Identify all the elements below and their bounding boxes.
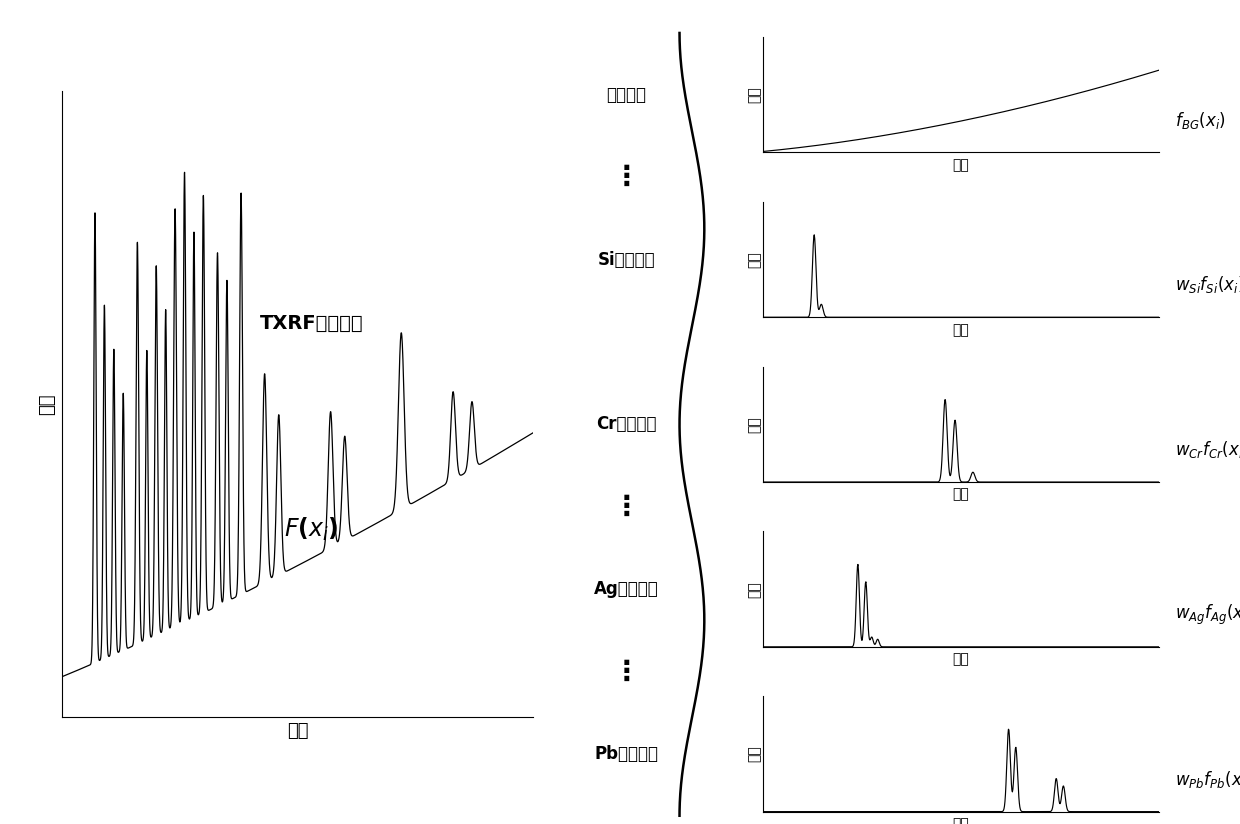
Y-axis label: 计数: 计数 [748, 87, 761, 103]
Text: $\mathbf{\mathit{w}}_{\mathbf{\mathit{Ag}}}\mathbf{\mathit{f}}_{\mathbf{\mathit{: $\mathbf{\mathit{w}}_{\mathbf{\mathit{Ag… [1176, 602, 1240, 626]
Y-axis label: 计数: 计数 [748, 581, 761, 597]
Text: $\mathbf{\mathit{w}}_{\mathbf{\mathit{Cr}}}\mathbf{\mathit{f}}_{\mathbf{\mathit{: $\mathbf{\mathit{w}}_{\mathbf{\mathit{Cr… [1176, 439, 1240, 461]
Y-axis label: 计数: 计数 [38, 393, 57, 414]
Text: $\mathbf{\mathit{f}}_{\mathbf{\mathit{BG}}}(\mathbf{\mathit{x}}_{\mathbf{\mathit: $\mathbf{\mathit{f}}_{\mathbf{\mathit{BG… [1176, 110, 1226, 131]
Text: ⋮: ⋮ [613, 163, 640, 191]
Text: $\mathbf{\mathit{w}}_{\mathbf{\mathit{Pb}}}\mathbf{\mathit{f}}_{\mathbf{\mathit{: $\mathbf{\mathit{w}}_{\mathbf{\mathit{Pb… [1176, 769, 1240, 790]
Y-axis label: 计数: 计数 [748, 746, 761, 762]
Text: $\mathbf{\mathit{w}}_{\mathbf{\mathit{Si}}}\mathbf{\mathit{f}}_{\mathbf{\mathit{: $\mathbf{\mathit{w}}_{\mathbf{\mathit{Si… [1176, 274, 1240, 296]
Text: Cr特征曲线: Cr特征曲线 [596, 415, 656, 433]
Text: Si特征曲线: Si特征曲线 [598, 250, 655, 269]
Y-axis label: 计数: 计数 [748, 251, 761, 268]
X-axis label: 能量: 能量 [952, 323, 970, 337]
Text: TXRF实测光谱: TXRF实测光谱 [260, 314, 363, 333]
Text: Pb特征曲线: Pb特征曲线 [594, 745, 658, 763]
Y-axis label: 计数: 计数 [748, 416, 761, 433]
Text: 光谱背景: 光谱背景 [606, 86, 646, 104]
X-axis label: 能量: 能量 [286, 723, 309, 741]
Text: ⋮: ⋮ [613, 493, 640, 521]
Text: Ag特征曲线: Ag特征曲线 [594, 580, 658, 598]
Text: ⋮: ⋮ [613, 658, 640, 686]
Text: $\mathbf{\mathit{F}}\mathbf{(}\mathbf{\mathit{x}}_{\mathbf{\mathit{i}}}\mathbf{): $\mathbf{\mathit{F}}\mathbf{(}\mathbf{\m… [284, 515, 339, 543]
X-axis label: 能量: 能量 [952, 653, 970, 667]
X-axis label: 能量: 能量 [952, 817, 970, 824]
X-axis label: 能量: 能量 [952, 488, 970, 502]
X-axis label: 能量: 能量 [952, 158, 970, 172]
